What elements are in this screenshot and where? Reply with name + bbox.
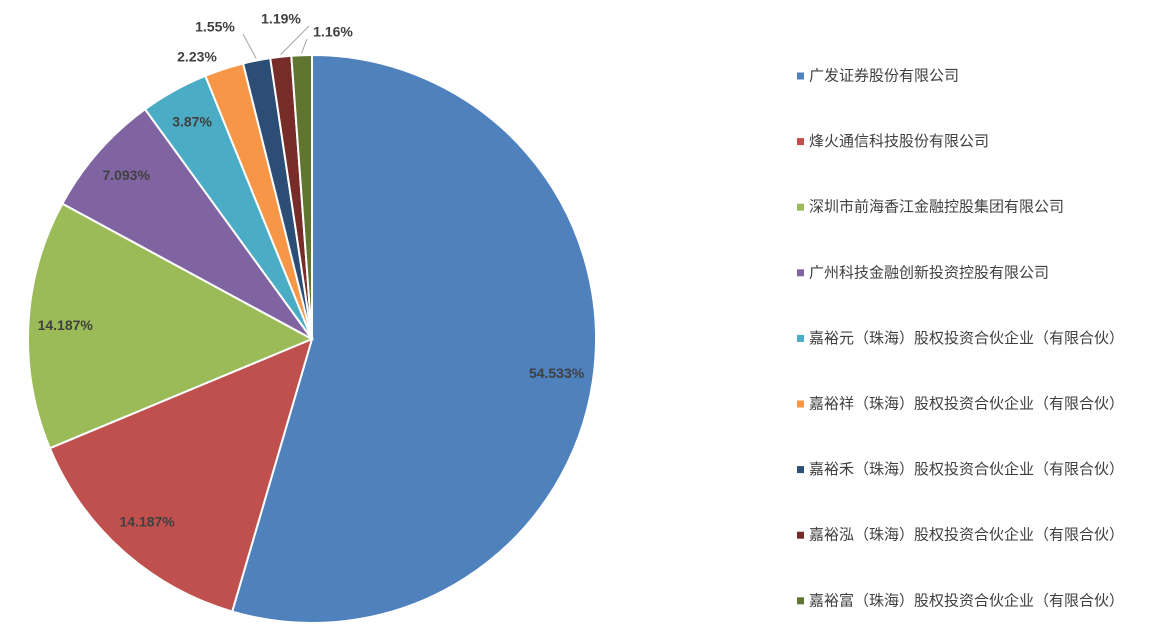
legend-swatch (797, 269, 804, 277)
data-label: 2.23% (177, 49, 217, 65)
legend-label: 嘉裕祥（珠海）股权投资合伙企业（有限合伙） (809, 395, 1124, 413)
legend-label: 广发证券股份有限公司 (809, 67, 959, 85)
pie-slice (48, 337, 314, 613)
legend-swatch (797, 334, 804, 342)
data-label: 1.55% (195, 19, 235, 35)
legend-swatch (797, 72, 804, 80)
legend-label: 烽火通信科技股份有限公司 (809, 132, 989, 150)
data-label: 1.19% (261, 11, 301, 27)
pie-slice (60, 107, 313, 340)
data-label: 14.187% (38, 317, 94, 333)
leader-line (301, 38, 308, 54)
legend-label: 嘉裕禾（珠海）股权投资合伙企业（有限合伙） (809, 460, 1124, 478)
legend-swatch (797, 531, 804, 539)
pie-slice (230, 53, 597, 624)
legend-swatch (797, 138, 804, 146)
data-label: 14.187% (119, 514, 175, 530)
data-label: 1.16% (313, 24, 353, 40)
legend-swatch (797, 203, 804, 211)
legend-label: 嘉裕元（珠海）股权投资合伙企业（有限合伙） (809, 329, 1124, 347)
leader-line (242, 33, 257, 59)
legend-label: 广州科技金融创新投资控股有限公司 (809, 263, 1049, 281)
legend-swatch (797, 597, 804, 605)
leader-line (280, 25, 310, 56)
data-label: 3.87% (172, 114, 212, 130)
data-label: 7.093% (102, 167, 150, 183)
legend-swatch (797, 400, 804, 408)
legend-label: 深圳市前海香江金融控股集团有限公司 (809, 198, 1064, 216)
pie-slice (27, 202, 315, 450)
legend-label: 嘉裕泓（珠海）股权投资合伙企业（有限合伙） (809, 526, 1124, 544)
legend-swatch (797, 466, 804, 474)
pie-slice (290, 53, 313, 340)
legend-label: 嘉裕富（珠海）股权投资合伙企业（有限合伙） (809, 591, 1124, 609)
data-label: 54.533% (529, 365, 585, 381)
